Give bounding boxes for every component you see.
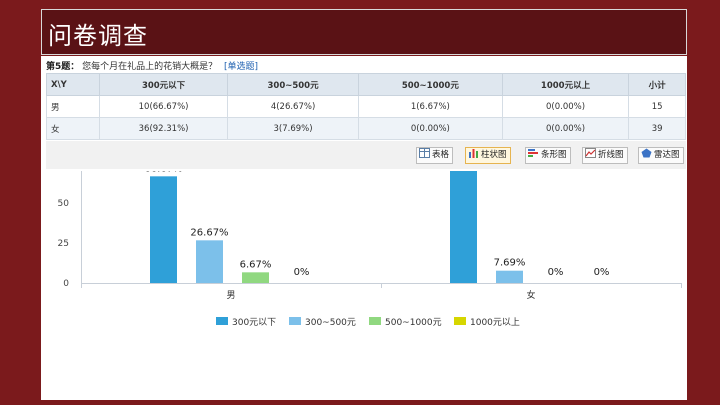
table-cell: 3(7.69%) <box>227 117 359 140</box>
bar <box>150 176 177 283</box>
y-tick-label: 0 <box>63 279 69 289</box>
table-row: 女 36(92.31%) 3(7.69%) 0(0.00%) 0(0.00%) … <box>46 117 686 140</box>
column-header: 300元以下 <box>98 73 229 96</box>
legend-label: 500~1000元 <box>385 318 442 328</box>
bar-chart: 0255075100男66.67%26.67%6.67%0%女92.31%7.6… <box>58 171 682 328</box>
button-label: 条形图 <box>541 150 567 160</box>
column-header: 1000元以上 <box>501 73 630 96</box>
table-cell: 36(92.31%) <box>98 117 229 140</box>
table-cell: 男 <box>46 95 100 118</box>
table-view-button[interactable]: 表格 <box>416 147 454 164</box>
data-label: 7.69% <box>494 258 526 269</box>
table-cell: 15 <box>628 95 686 118</box>
legend-swatch <box>289 317 301 325</box>
bar <box>496 270 523 283</box>
data-label: 0% <box>294 267 310 278</box>
button-label: 折线图 <box>598 150 624 160</box>
x-category-label: 女 <box>526 289 535 301</box>
table-cell: 0(0.00%) <box>501 95 630 118</box>
table-cell: 4(26.67%) <box>227 95 359 118</box>
question-number: 第5题： <box>46 62 80 72</box>
question-line: 第5题： 您每个月在礼品上的花销大概是？ [单选题] <box>46 59 258 72</box>
column-header: 300~500元 <box>227 73 359 96</box>
line-chart-button[interactable]: 折线图 <box>582 147 628 164</box>
question-type: [单选题] <box>224 62 259 72</box>
table-header-row: X\Y 300元以下 300~500元 500~1000元 1000元以上 小计 <box>46 73 686 96</box>
legend-label: 300元以下 <box>232 318 276 328</box>
table-cell: 1(6.67%) <box>357 95 503 118</box>
page-title: 问卷调查 <box>48 22 148 50</box>
table-cell: 女 <box>46 117 100 140</box>
y-tick-label: 50 <box>58 199 70 209</box>
table-icon <box>419 148 430 158</box>
column-header: X\Y <box>46 73 100 96</box>
radar-chart-button[interactable]: 雷达图 <box>638 147 684 164</box>
legend-swatch <box>369 317 381 325</box>
bar-chart-button[interactable]: 柱状图 <box>465 147 511 164</box>
table-row: 男 10(66.67%) 4(26.67%) 1(6.67%) 0(0.00%)… <box>46 95 686 118</box>
column-header: 小计 <box>628 73 686 96</box>
bar-chart-icon <box>469 149 478 158</box>
horizontal-bar-button[interactable]: 条形图 <box>525 147 571 164</box>
data-label: 6.67% <box>240 259 272 270</box>
data-label: 0% <box>594 267 610 278</box>
button-label: 柱状图 <box>481 150 507 160</box>
crosstab-table: X\Y 300元以下 300~500元 500~1000元 1000元以上 小计… <box>46 73 686 140</box>
legend-label: 1000元以上 <box>470 317 520 328</box>
x-category-label: 男 <box>226 290 235 301</box>
table-cell: 10(66.67%) <box>98 95 229 118</box>
title-bar: 问卷调查 <box>41 9 687 55</box>
data-label: 66.67% <box>144 171 182 174</box>
button-label: 表格 <box>432 150 450 160</box>
legend-label: 300~500元 <box>305 318 356 328</box>
button-label: 雷达图 <box>654 150 680 160</box>
y-tick-label: 25 <box>58 239 69 249</box>
data-label: 0% <box>548 267 564 278</box>
bar <box>450 171 477 283</box>
table-cell: 0(0.00%) <box>357 117 503 140</box>
line-chart-icon <box>585 148 596 158</box>
bar <box>196 240 223 283</box>
toolbar-area <box>46 141 686 169</box>
column-header: 500~1000元 <box>357 73 503 96</box>
bar <box>242 272 269 283</box>
horizontal-bar-icon <box>528 149 538 157</box>
legend-swatch <box>216 317 228 325</box>
survey-panel: 第5题： 您每个月在礼品上的花销大概是？ [单选题] X\Y 300元以下 30… <box>41 56 687 400</box>
legend-swatch <box>454 317 466 325</box>
question-text: 您每个月在礼品上的花销大概是？ <box>82 62 218 72</box>
table-cell: 0(0.00%) <box>501 117 630 140</box>
radar-chart-icon <box>641 148 652 158</box>
data-label: 26.67% <box>190 227 228 238</box>
table-cell: 39 <box>628 117 686 140</box>
